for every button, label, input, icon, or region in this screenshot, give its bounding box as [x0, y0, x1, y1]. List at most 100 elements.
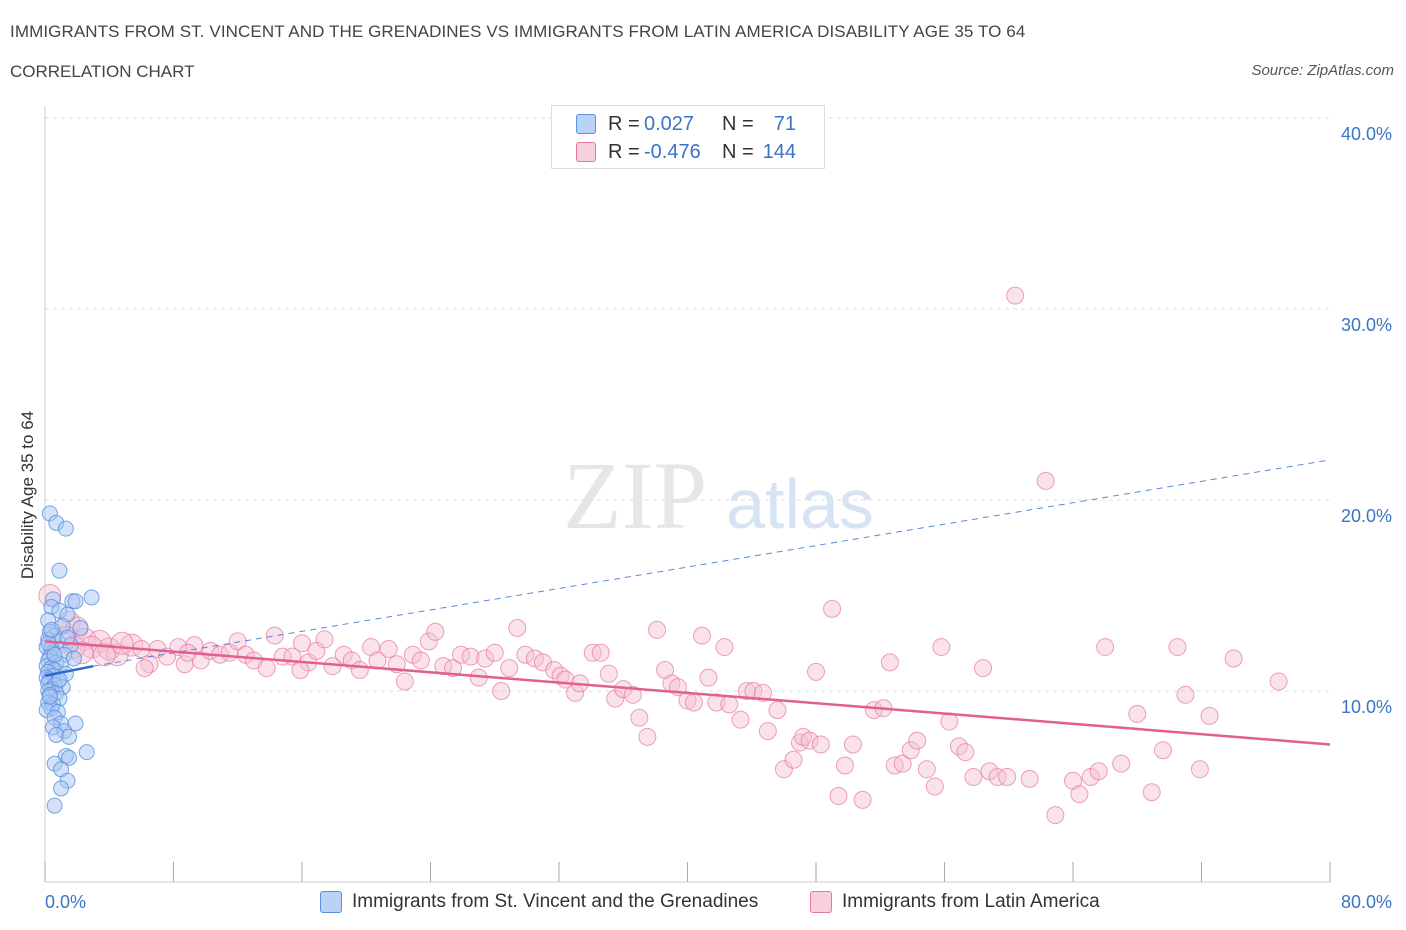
y-tick-label: 30.0%: [1341, 315, 1392, 335]
data-point-latin-america: [1089, 762, 1108, 781]
y-tick-label: 40.0%: [1341, 124, 1392, 144]
data-point-latin-america: [880, 653, 899, 672]
data-point-st-vincent: [53, 780, 70, 797]
data-point-latin-america: [731, 710, 750, 729]
data-point-st-vincent: [67, 715, 84, 732]
latin-america-points: [38, 286, 1288, 825]
legend-row-st-vincent: R = 0.027 N = 71: [576, 112, 796, 136]
legend-row-latin-america: R = -0.476 N = 144: [576, 140, 796, 164]
data-point-st-vincent: [59, 629, 76, 646]
data-point-latin-america: [768, 701, 787, 720]
x-tick-label-max: 80.0%: [1341, 892, 1392, 912]
data-point-latin-america: [784, 750, 803, 769]
data-point-st-vincent: [43, 621, 60, 638]
data-point-latin-america: [1142, 783, 1161, 802]
data-point-latin-america: [901, 741, 920, 760]
r-label: R =: [608, 140, 640, 163]
data-point-latin-america: [591, 643, 610, 662]
watermark-zip: ZIP: [563, 442, 707, 549]
data-point-latin-america: [1190, 760, 1209, 779]
grid-lines: [45, 117, 1330, 692]
data-point-latin-america: [476, 649, 495, 668]
data-point-latin-america: [1168, 638, 1187, 657]
data-point-latin-america: [1153, 741, 1172, 760]
x-tick-label-min: 0.0%: [45, 892, 86, 912]
data-point-st-vincent: [51, 562, 68, 579]
data-point-latin-america: [411, 651, 430, 670]
data-point-st-vincent: [83, 589, 100, 606]
r-value: -0.476: [644, 140, 701, 163]
data-point-latin-america: [257, 659, 276, 678]
legend-swatch-blue: [320, 891, 342, 913]
data-point-st-vincent: [57, 520, 74, 537]
data-point-st-vincent: [78, 744, 95, 761]
data-point-latin-america: [443, 659, 462, 678]
data-point-latin-america: [893, 754, 912, 773]
legend-label: Immigrants from Latin America: [842, 891, 1100, 912]
data-point-latin-america: [395, 672, 414, 691]
n-label: N =: [722, 112, 754, 135]
data-point-latin-america: [956, 743, 975, 762]
data-point-latin-america: [758, 722, 777, 741]
y-tick-label: 20.0%: [1341, 506, 1392, 526]
data-point-latin-america: [800, 731, 819, 750]
r-value: 0.027: [644, 112, 695, 135]
trendline-st-vincent-extension: [93, 459, 1331, 667]
correlation-legend: R = 0.027 N = 71 R = -0.476 N = 144: [551, 105, 825, 169]
data-point-st-vincent: [46, 797, 63, 814]
data-point-latin-america: [508, 618, 527, 637]
data-point-latin-america: [835, 756, 854, 775]
legend-swatch-pink: [810, 891, 832, 913]
data-point-latin-america: [829, 787, 848, 806]
data-point-latin-america: [419, 632, 438, 651]
chart-title: IMMIGRANTS FROM ST. VINCENT AND THE GREN…: [10, 22, 1026, 41]
data-point-latin-america: [908, 731, 927, 750]
legend-item-latin-america: Immigrants from Latin America: [810, 890, 1100, 914]
data-point-latin-america: [135, 659, 154, 678]
data-point-latin-america: [1112, 754, 1131, 773]
data-point-latin-america: [492, 682, 511, 700]
tick-labels: 10.0% 20.0% 30.0% 40.0% 0.0% 80.0%: [45, 124, 1392, 912]
data-point-latin-america: [753, 683, 772, 702]
data-point-st-vincent: [67, 593, 84, 610]
data-point-latin-america: [774, 760, 793, 779]
data-point-st-vincent: [72, 619, 89, 636]
data-point-latin-america: [699, 668, 718, 687]
data-point-st-vincent: [41, 688, 58, 705]
data-point-latin-america: [228, 632, 247, 651]
y-axis-label: Disability Age 35 to 64: [18, 410, 37, 580]
data-point-latin-america: [623, 685, 642, 704]
data-point-latin-america: [692, 626, 711, 645]
legend-item-st-vincent: Immigrants from St. Vincent and the Gren…: [320, 890, 758, 914]
data-point-latin-america: [807, 662, 825, 681]
y-tick-label: 10.0%: [1341, 697, 1392, 717]
data-point-st-vincent: [46, 646, 63, 663]
source-label: Source: ZipAtlas.com: [1251, 62, 1394, 79]
data-point-latin-america: [1224, 649, 1243, 668]
n-label: N =: [722, 140, 754, 163]
data-point-latin-america: [1200, 706, 1219, 725]
n-value: 144: [762, 140, 796, 163]
data-point-latin-america: [1096, 638, 1115, 657]
data-point-latin-america: [1006, 286, 1025, 305]
data-point-latin-america: [843, 735, 862, 754]
legend-label: Immigrants from St. Vincent and the Gren…: [352, 891, 759, 912]
data-point-latin-america: [293, 634, 311, 653]
data-point-latin-america: [379, 639, 398, 658]
data-point-latin-america: [315, 630, 334, 649]
legend-swatch-blue: [576, 114, 596, 134]
watermark-atlas: atlas: [726, 465, 874, 543]
r-label: R =: [608, 112, 640, 135]
data-point-latin-america: [92, 643, 116, 667]
data-point-latin-america: [715, 638, 734, 657]
data-point-latin-america: [964, 767, 983, 786]
legend-swatch-pink: [576, 142, 596, 162]
data-point-latin-america: [720, 695, 739, 714]
data-point-latin-america: [630, 708, 649, 727]
data-point-latin-america: [485, 643, 504, 662]
data-point-latin-america: [811, 735, 830, 754]
data-point-latin-america: [1020, 769, 1039, 788]
data-point-latin-america: [998, 767, 1017, 786]
data-point-latin-america: [853, 790, 872, 809]
n-value: 71: [773, 112, 796, 135]
